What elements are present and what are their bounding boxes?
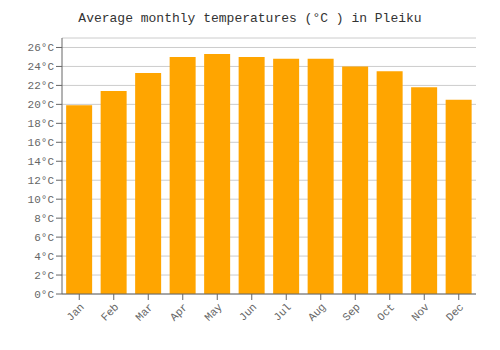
- svg-text:18°C: 18°C: [28, 118, 55, 130]
- svg-text:Sep: Sep: [340, 301, 362, 323]
- svg-text:12°C: 12°C: [28, 175, 55, 187]
- svg-text:10°C: 10°C: [28, 194, 55, 206]
- svg-text:Mar: Mar: [133, 301, 155, 323]
- svg-text:20°C: 20°C: [28, 99, 55, 111]
- svg-text:8°C: 8°C: [34, 213, 54, 225]
- svg-text:Jun: Jun: [237, 301, 259, 323]
- svg-text:0°C: 0°C: [34, 289, 54, 301]
- svg-text:Nov: Nov: [409, 301, 432, 324]
- svg-text:24°C: 24°C: [28, 61, 55, 73]
- svg-text:4°C: 4°C: [34, 251, 54, 263]
- svg-text:Dec: Dec: [444, 301, 466, 323]
- svg-text:Oct: Oct: [375, 301, 397, 323]
- svg-text:26°C: 26°C: [28, 42, 55, 54]
- svg-text:14°C: 14°C: [28, 156, 55, 168]
- svg-text:Feb: Feb: [99, 301, 121, 323]
- svg-text:6°C: 6°C: [34, 232, 54, 244]
- svg-text:Apr: Apr: [168, 301, 190, 323]
- svg-text:2°C: 2°C: [34, 270, 54, 282]
- svg-text:16°C: 16°C: [28, 137, 55, 149]
- html-text:Average monthly temperatures (: Average monthly temperatures (°C ) in Pl…: [78, 11, 422, 26]
- svg-text:Aug: Aug: [306, 301, 328, 323]
- svg-text:Jul: Jul: [271, 301, 293, 323]
- svg-text:Jan: Jan: [64, 301, 86, 323]
- svg-text:22°C: 22°C: [28, 80, 55, 92]
- svg-text:May: May: [202, 301, 225, 324]
